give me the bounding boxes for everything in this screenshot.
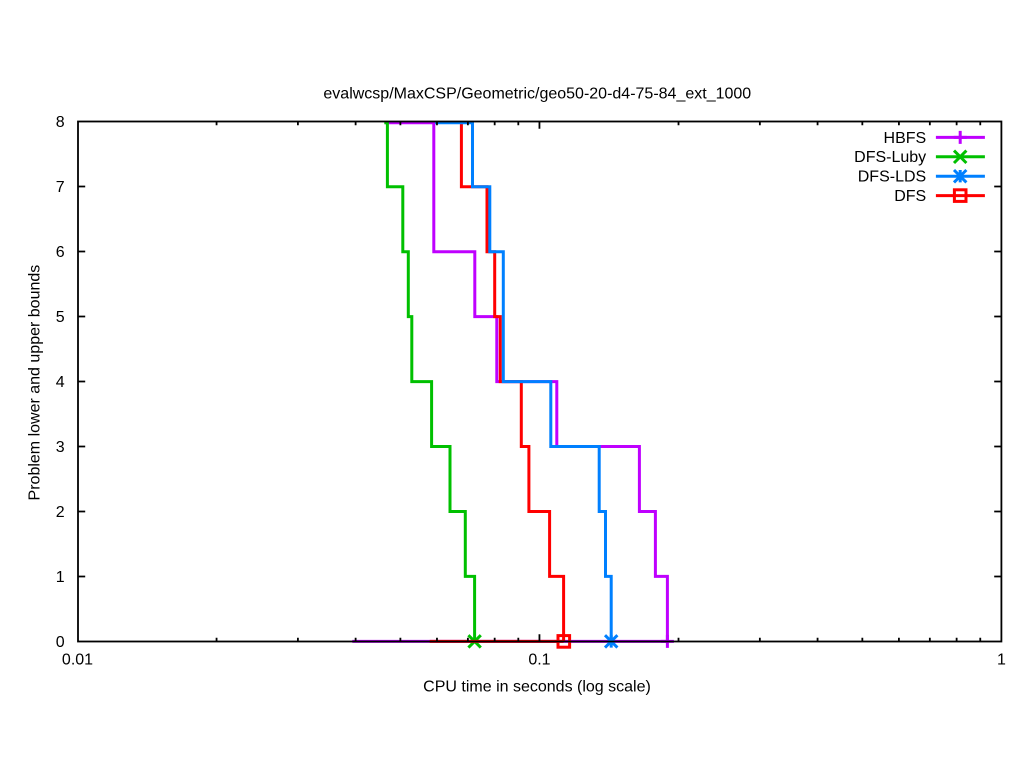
svg-text:HBFS: HBFS xyxy=(884,130,927,147)
svg-text:6: 6 xyxy=(56,244,65,261)
svg-text:0.1: 0.1 xyxy=(528,652,550,669)
svg-text:4: 4 xyxy=(56,374,65,391)
svg-text:DFS: DFS xyxy=(894,188,926,205)
svg-text:3: 3 xyxy=(56,439,65,456)
svg-text:2: 2 xyxy=(56,504,65,521)
svg-text:evalwcsp/MaxCSP/Geometric/geo5: evalwcsp/MaxCSP/Geometric/geo50-20-d4-75… xyxy=(323,86,751,103)
svg-text:CPU time in seconds (log scale: CPU time in seconds (log scale) xyxy=(423,678,651,695)
svg-text:0: 0 xyxy=(56,634,65,651)
svg-text:5: 5 xyxy=(56,309,65,326)
svg-text:1: 1 xyxy=(56,569,65,586)
svg-text:DFS-Luby: DFS-Luby xyxy=(854,149,926,166)
svg-text:DFS-LDS: DFS-LDS xyxy=(858,169,926,186)
svg-text:0.01: 0.01 xyxy=(62,652,93,669)
svg-text:Problem lower and upper bounds: Problem lower and upper bounds xyxy=(27,265,44,501)
svg-text:1: 1 xyxy=(997,652,1006,669)
svg-text:7: 7 xyxy=(56,179,65,196)
svg-text:8: 8 xyxy=(56,114,65,131)
